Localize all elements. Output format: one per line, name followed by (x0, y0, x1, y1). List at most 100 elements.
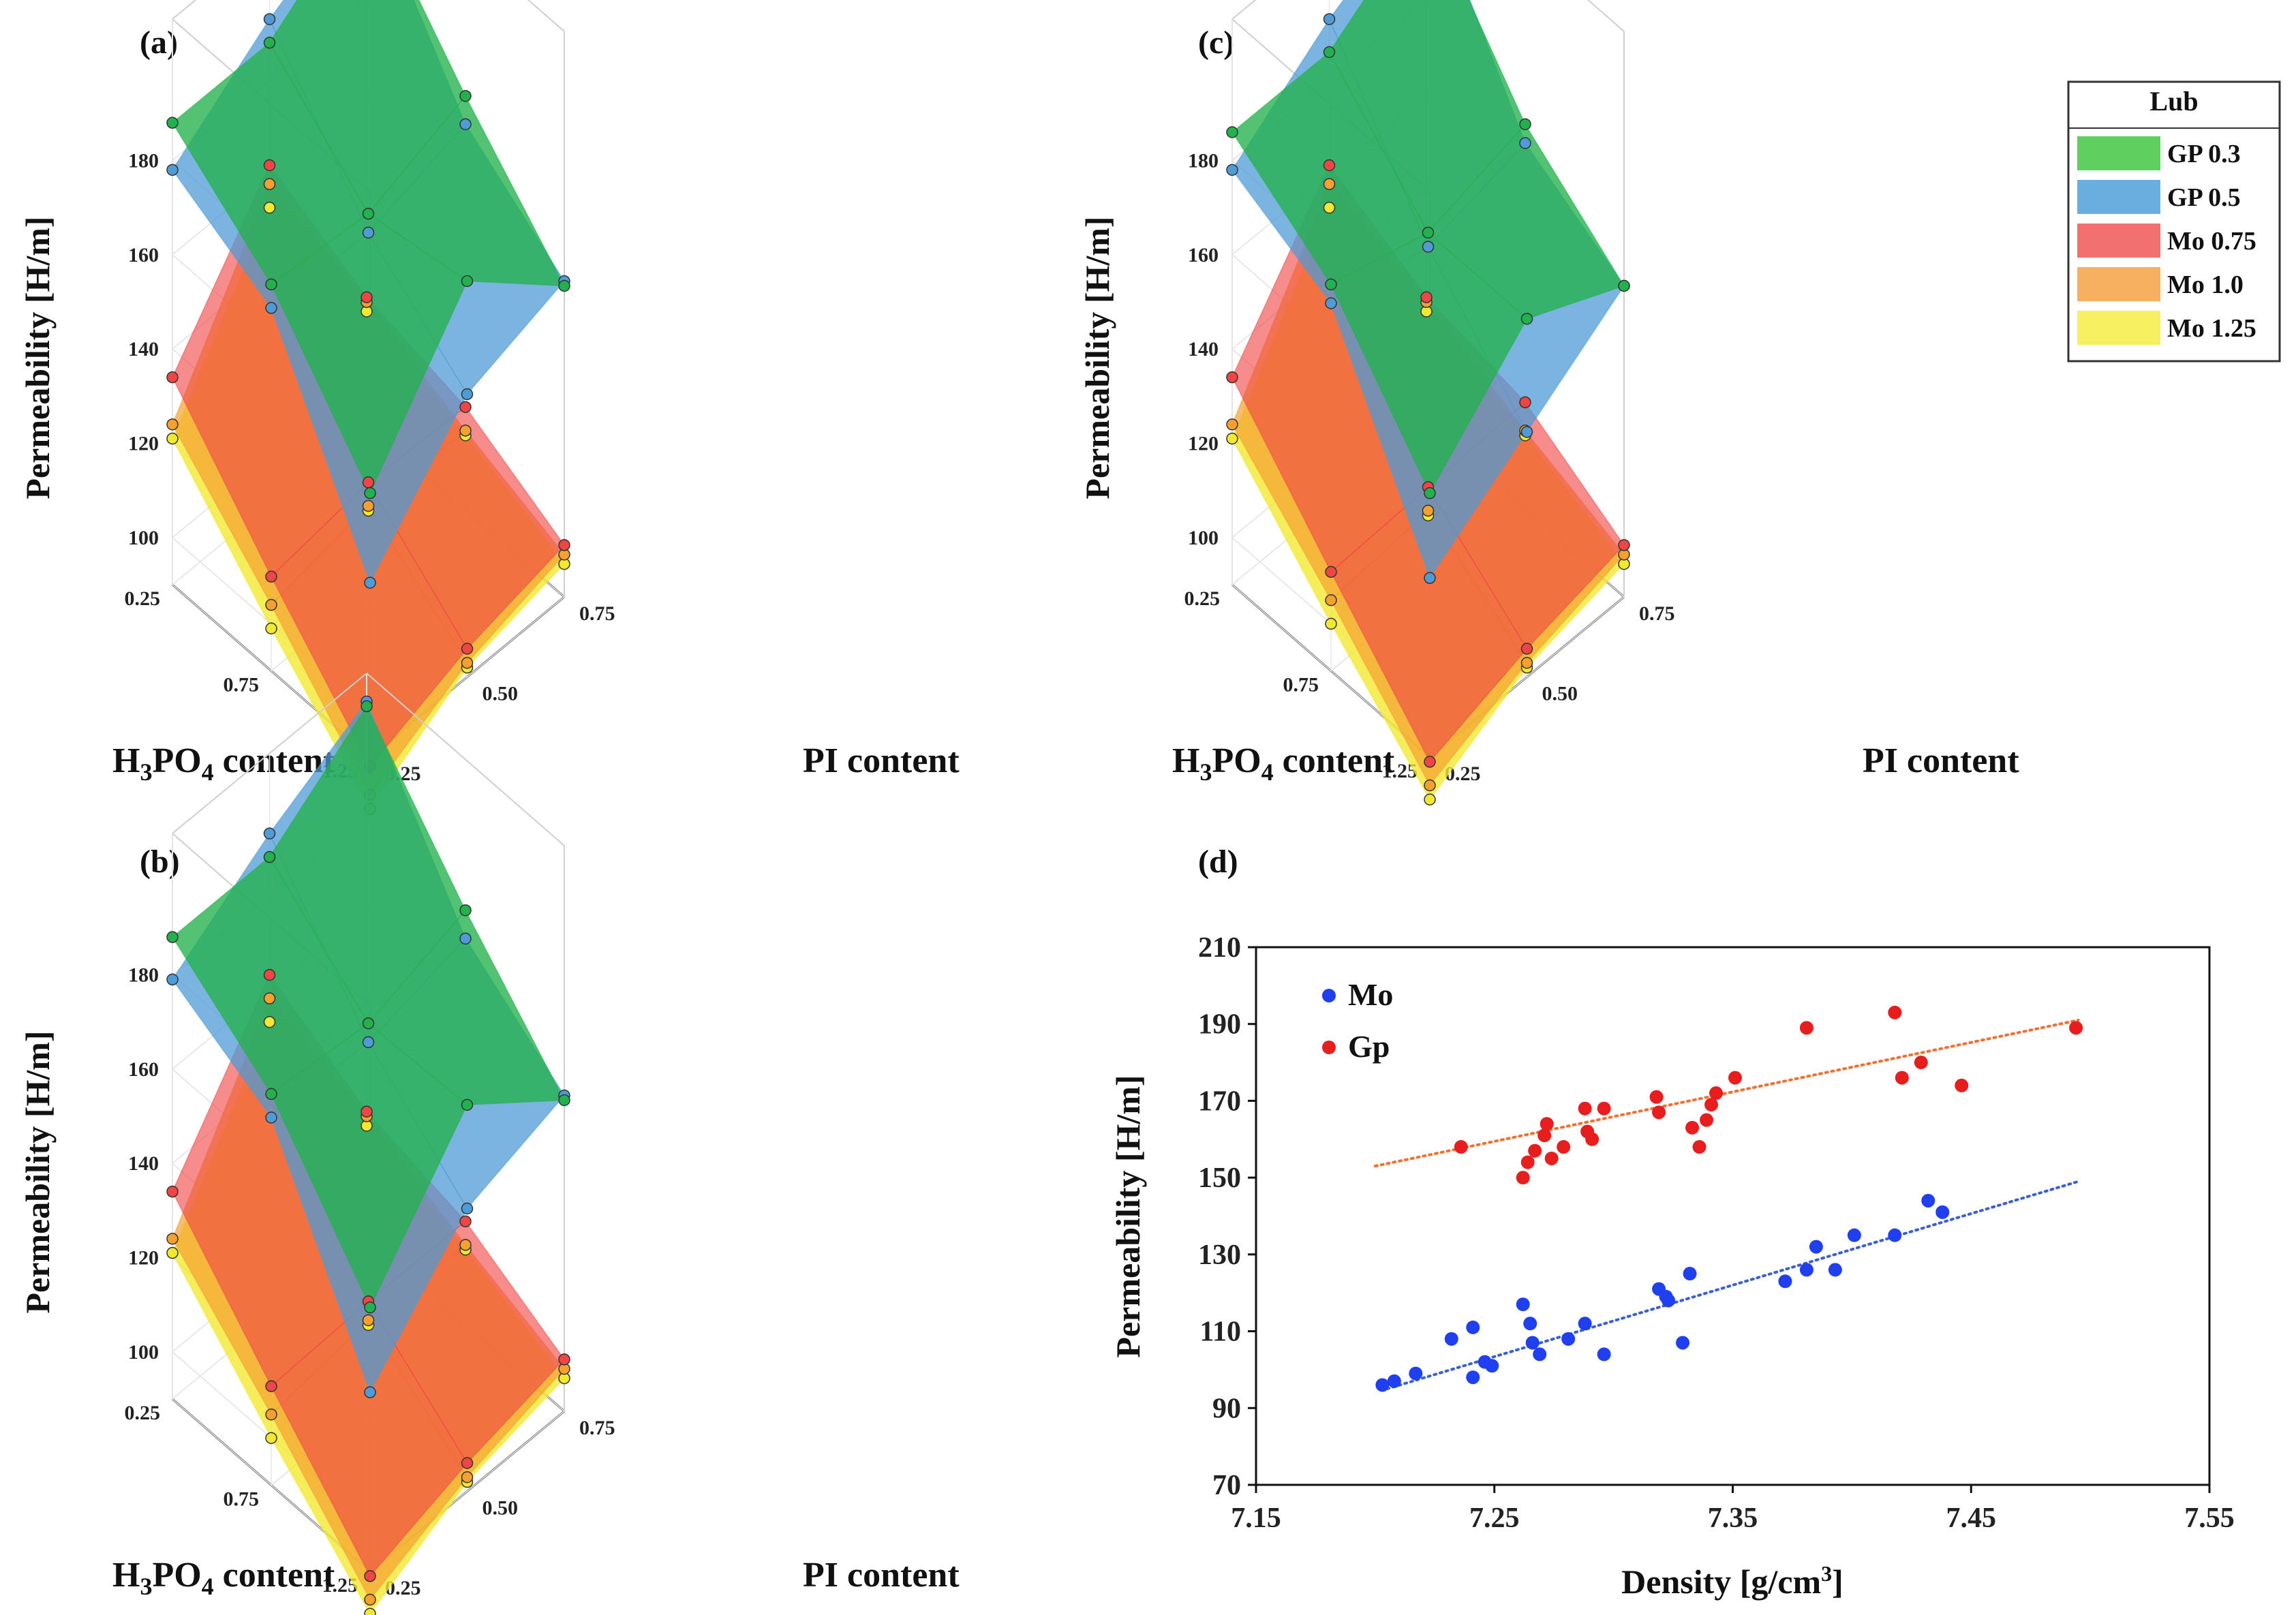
legend-swatch (2077, 180, 2160, 214)
data-point (263, 827, 276, 840)
point-gp (1728, 1071, 1742, 1085)
z-tick-label: 160 (1188, 244, 1219, 266)
data-point (1519, 137, 1531, 149)
data-point (1325, 566, 1337, 578)
data-point (265, 1380, 277, 1392)
legend-item-label: Mo 0.75 (2167, 227, 2256, 256)
y-axis-label: Permeability [H/m] (1109, 1075, 1147, 1357)
x-axis-label: H3PO4 content (112, 741, 335, 786)
x-tick-label: 0.75 (224, 1488, 260, 1511)
data-point (459, 932, 472, 945)
point-gp (1652, 1105, 1666, 1120)
point-mo (1847, 1228, 1861, 1242)
data-point (1424, 756, 1436, 768)
point-gp (1520, 1155, 1535, 1169)
point-gp (1799, 1021, 1813, 1035)
data-point (364, 1608, 376, 1615)
x-tick-label: 0.75 (1283, 674, 1319, 696)
trendline-mo (1386, 1180, 2080, 1391)
panel-a-label: (a) (140, 25, 178, 61)
point-gp (1955, 1078, 1969, 1092)
data-point (166, 418, 179, 431)
data-point (166, 931, 179, 943)
legend-swatch (2077, 136, 2160, 170)
x-tick-label: 0.25 (1184, 587, 1221, 610)
data-point (459, 90, 472, 102)
panel-c-label: (c) (1198, 25, 1234, 61)
legend-title: Lub (2149, 86, 2198, 117)
data-point (265, 1409, 277, 1421)
y-tick-label: 0.50 (483, 683, 519, 705)
point-gp (1516, 1171, 1530, 1185)
point-mo (1466, 1370, 1480, 1385)
point-gp (1914, 1056, 1928, 1070)
point-gp (1649, 1090, 1664, 1104)
data-point (459, 904, 472, 917)
legend-item-label: GP 0.3 (2167, 140, 2241, 168)
data-point (362, 1036, 375, 1049)
data-point (263, 202, 276, 214)
legend-swatch (2077, 267, 2160, 301)
legend-marker-gp (1322, 1041, 1336, 1054)
z-tick-label: 120 (1188, 433, 1219, 455)
y-tick-label: 0.75 (579, 602, 615, 625)
plot-area (1255, 946, 2211, 1486)
z-tick-label: 160 (128, 1058, 159, 1081)
point-mo (1778, 1274, 1792, 1289)
chart-d: 70 90 110 130 150 170 190 210 7.15 7.25 7.35 7.45 7.… (1109, 932, 2235, 1601)
data-point (265, 622, 277, 634)
point-gp (1578, 1101, 1592, 1116)
data-point (1422, 241, 1435, 253)
y-tick-label: 190 (1198, 1009, 1241, 1041)
data-point (263, 992, 276, 1004)
data-point (461, 1098, 474, 1111)
data-point (362, 1314, 375, 1327)
back-edge (527, 0, 565, 32)
y-tick-label: 0.75 (1639, 602, 1675, 625)
point-gp (1692, 1140, 1706, 1154)
point-mo (1828, 1263, 1842, 1277)
data-point (364, 1593, 376, 1606)
data-point (558, 1353, 570, 1366)
data-point (1325, 594, 1337, 606)
chart-a: 1001201401601800.250.751.250.250.500.75P… (18, 0, 960, 815)
x-tick-label: 7.45 (1946, 1503, 1997, 1534)
data-point (1424, 487, 1436, 499)
data-point (362, 226, 375, 239)
data-point (1226, 164, 1238, 176)
data-point (1325, 278, 1337, 291)
point-mo (1375, 1378, 1390, 1392)
y-tick-label: 170 (1198, 1086, 1241, 1117)
point-gp (1895, 1071, 1909, 1085)
z-tick-label: 140 (128, 338, 159, 360)
z-tick-label: 180 (128, 964, 159, 987)
data-point (459, 1239, 472, 1251)
data-point (265, 1111, 277, 1124)
data-point (265, 598, 277, 611)
point-mo (1676, 1336, 1690, 1350)
data-point (1618, 279, 1630, 292)
data-point (263, 850, 276, 863)
data-point (1323, 159, 1336, 172)
data-point (166, 371, 179, 384)
point-mo (1533, 1347, 1547, 1362)
x-tick-label: 0.25 (125, 1402, 161, 1424)
data-point (166, 1246, 179, 1259)
surface-gp-0-3 (1231, 0, 1625, 495)
point-mo (1387, 1374, 1401, 1388)
point-mo (1523, 1317, 1537, 1331)
data-point (166, 973, 179, 986)
z-tick-label: 100 (128, 1341, 159, 1364)
x-axis-label: Density [g/cm3] (1621, 1561, 1843, 1601)
x-axis-label: H3PO4 content (112, 1556, 335, 1600)
point-gp (1528, 1143, 1542, 1158)
data-point (362, 476, 375, 489)
point-mo (1466, 1320, 1480, 1334)
data-point (1323, 46, 1336, 59)
y-tick-label: 0.50 (1542, 683, 1578, 705)
back-edge (1587, 0, 1625, 32)
y-tick-label: 90 (1212, 1393, 1241, 1424)
data-point (166, 1185, 179, 1198)
data-point (265, 1088, 277, 1101)
point-gp (1704, 1098, 1719, 1112)
